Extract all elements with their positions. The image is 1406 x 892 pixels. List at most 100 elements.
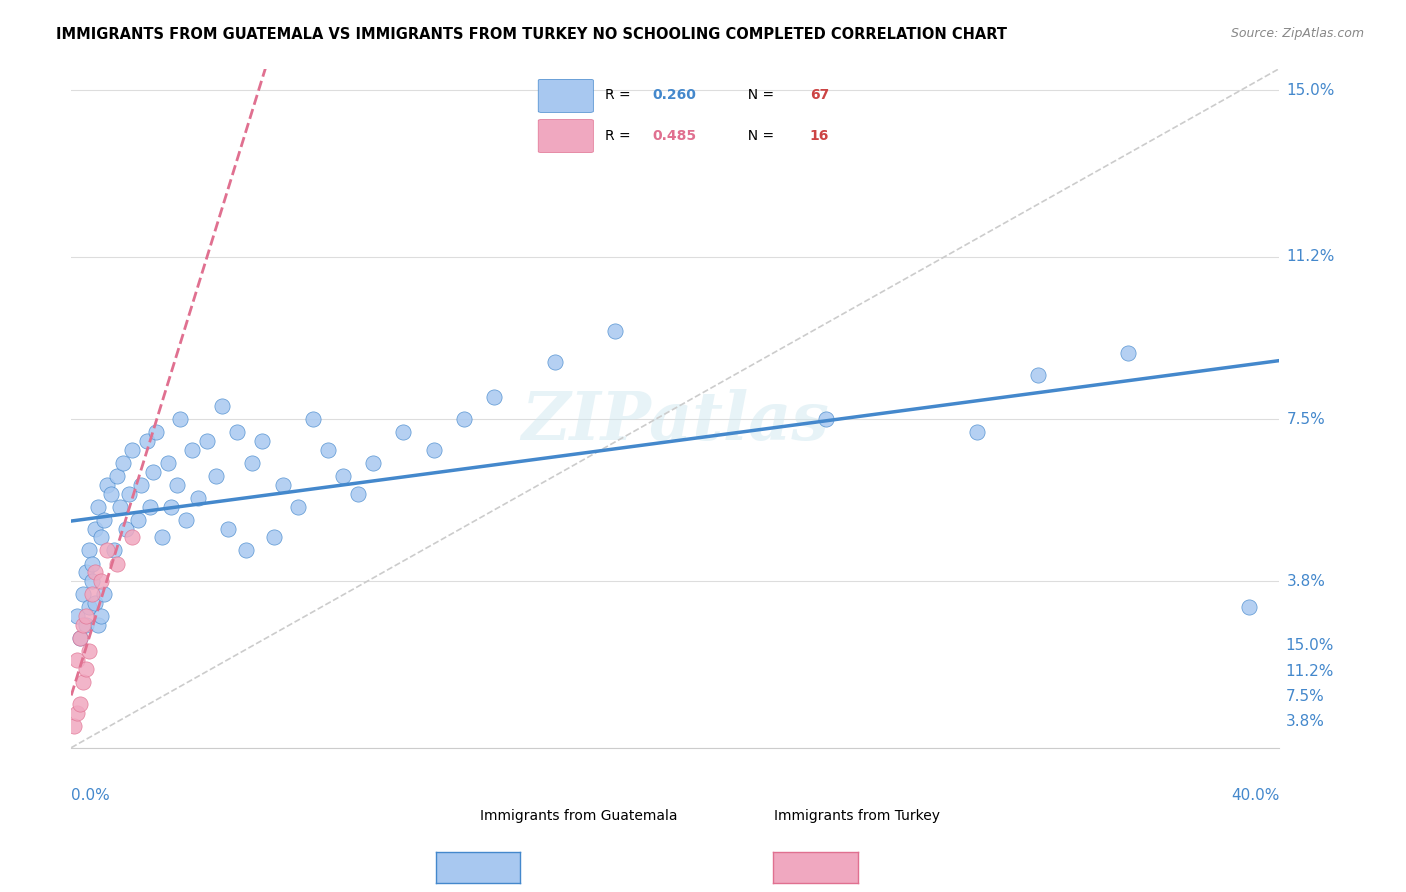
Point — [482, 390, 505, 404]
Text: 7.5%: 7.5% — [1285, 690, 1324, 704]
Point — [361, 456, 384, 470]
Point — [75, 618, 97, 632]
Point — [263, 530, 285, 544]
Point — [316, 442, 339, 457]
Point — [105, 557, 128, 571]
Point — [72, 618, 94, 632]
Text: 11.2%: 11.2% — [1285, 665, 1334, 679]
Text: 0.485: 0.485 — [652, 128, 696, 143]
Point — [66, 706, 89, 720]
Point — [145, 425, 167, 440]
Point — [84, 566, 107, 580]
Point — [392, 425, 415, 440]
Text: 15.0%: 15.0% — [1286, 83, 1334, 98]
Text: R =: R = — [605, 128, 636, 143]
Point — [69, 697, 91, 711]
Point — [79, 600, 101, 615]
Point — [543, 355, 565, 369]
Point — [82, 557, 104, 571]
Text: 0.260: 0.260 — [652, 88, 696, 103]
Point — [84, 596, 107, 610]
Point — [117, 486, 139, 500]
Text: R =: R = — [605, 88, 636, 103]
Text: IMMIGRANTS FROM GUATEMALA VS IMMIGRANTS FROM TURKEY NO SCHOOLING COMPLETED CORRE: IMMIGRANTS FROM GUATEMALA VS IMMIGRANTS … — [56, 27, 1007, 42]
Point — [156, 456, 179, 470]
Point — [72, 675, 94, 690]
Point — [205, 469, 228, 483]
Point — [129, 477, 152, 491]
Text: N =: N = — [740, 88, 779, 103]
Point — [105, 469, 128, 483]
FancyBboxPatch shape — [538, 120, 593, 153]
Point — [75, 662, 97, 676]
Text: 11.2%: 11.2% — [1286, 250, 1334, 264]
Point — [195, 434, 218, 448]
Point — [966, 425, 988, 440]
Point — [69, 631, 91, 645]
Point — [453, 412, 475, 426]
Text: 16: 16 — [810, 128, 830, 143]
Point — [815, 412, 838, 426]
Point — [302, 412, 325, 426]
Point — [139, 500, 162, 514]
Text: ZIPatlas: ZIPatlas — [522, 389, 830, 454]
Text: 3.8%: 3.8% — [1285, 714, 1324, 730]
Point — [174, 513, 197, 527]
Point — [422, 442, 444, 457]
Point — [187, 491, 209, 505]
Point — [69, 631, 91, 645]
Point — [135, 434, 157, 448]
Point — [90, 609, 112, 624]
FancyBboxPatch shape — [538, 79, 593, 112]
Text: 15.0%: 15.0% — [1285, 639, 1334, 653]
Point — [287, 500, 309, 514]
Point — [79, 644, 101, 658]
Point — [250, 434, 273, 448]
Text: Immigrants from Turkey: Immigrants from Turkey — [773, 809, 939, 822]
Point — [79, 543, 101, 558]
Point — [166, 477, 188, 491]
Point — [114, 522, 136, 536]
Point — [160, 500, 183, 514]
Point — [63, 719, 86, 733]
Point — [181, 442, 204, 457]
Point — [332, 469, 354, 483]
Point — [226, 425, 249, 440]
Point — [108, 500, 131, 514]
Point — [66, 609, 89, 624]
Point — [87, 500, 110, 514]
Point — [93, 513, 115, 527]
Point — [347, 486, 370, 500]
Point — [150, 530, 173, 544]
Point — [96, 543, 118, 558]
Point — [90, 530, 112, 544]
Point — [72, 587, 94, 601]
Point — [96, 477, 118, 491]
Text: 7.5%: 7.5% — [1286, 411, 1324, 426]
Point — [121, 530, 143, 544]
Point — [84, 522, 107, 536]
Point — [127, 513, 149, 527]
Point — [66, 653, 89, 667]
Point — [1118, 346, 1140, 360]
Point — [211, 399, 233, 413]
Point — [1239, 600, 1261, 615]
Point — [217, 522, 239, 536]
Text: Immigrants from Guatemala: Immigrants from Guatemala — [479, 809, 678, 822]
Text: 67: 67 — [810, 88, 830, 103]
Point — [111, 456, 134, 470]
Point — [235, 543, 257, 558]
Point — [142, 465, 165, 479]
Point — [75, 566, 97, 580]
Point — [75, 609, 97, 624]
Point — [271, 477, 294, 491]
Text: 0.0%: 0.0% — [72, 789, 110, 804]
Point — [121, 442, 143, 457]
Point — [242, 456, 264, 470]
Text: 3.8%: 3.8% — [1286, 574, 1326, 589]
Point — [90, 574, 112, 589]
Point — [603, 325, 626, 339]
Point — [93, 587, 115, 601]
Point — [82, 587, 104, 601]
Point — [100, 486, 122, 500]
